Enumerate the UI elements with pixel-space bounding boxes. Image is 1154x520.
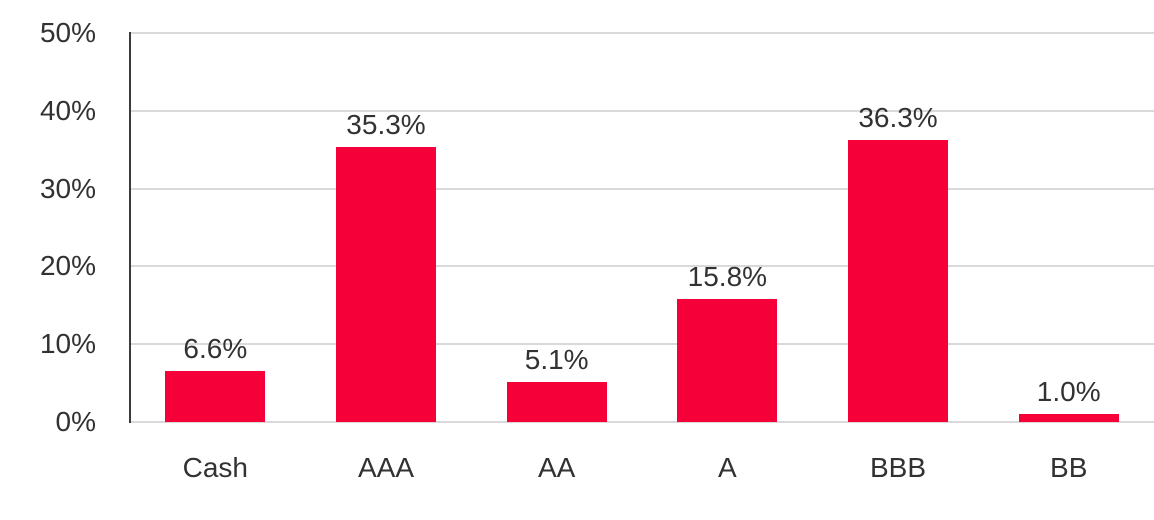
- gridline: [130, 421, 1154, 423]
- bar-value-label: 1.0%: [1036, 376, 1101, 408]
- x-axis-labels: Cash AAA AA A BBB BB: [130, 452, 1154, 484]
- bar-value-label: 36.3%: [858, 101, 938, 133]
- bar-value-label: 35.3%: [346, 109, 426, 141]
- y-axis-labels: 50% 40% 30% 20% 10% 0%: [0, 19, 96, 436]
- bar-slot: 1.0%: [983, 33, 1154, 422]
- x-axis-category-label: AA: [538, 452, 576, 483]
- gridline: [130, 32, 1154, 34]
- bar-cash: [165, 370, 266, 422]
- y-axis-line: [129, 32, 131, 423]
- bar-bbb: [848, 139, 949, 422]
- y-axis-tick-label: 40%: [39, 94, 96, 126]
- x-axis-category-label: A: [718, 452, 737, 483]
- bar-a: [677, 299, 778, 422]
- gridline: [130, 265, 1154, 268]
- bar-aa: [506, 382, 607, 422]
- bar-slot: 6.6%: [130, 33, 301, 422]
- bar-slot: 35.3%: [301, 33, 472, 422]
- gridline: [130, 187, 1154, 190]
- x-axis-category-label: AAA: [357, 452, 415, 483]
- x-axis-category-label: BB: [1050, 452, 1088, 483]
- y-axis-tick-label: 50%: [39, 17, 96, 48]
- bar-slot: 5.1%: [471, 33, 642, 422]
- y-axis-tick-label: 0%: [55, 406, 96, 437]
- bars-layer: 6.6% 35.3% 5.1% 15.8% 36.3% 1.0%: [130, 33, 1154, 422]
- y-axis-tick-label: 30%: [39, 172, 96, 204]
- bar-value-label: 6.6%: [183, 332, 248, 364]
- gridline: [130, 343, 1154, 346]
- bar-slot: 15.8%: [642, 33, 813, 422]
- bar-value-label: 5.1%: [524, 344, 589, 376]
- plot-area: [130, 32, 1154, 423]
- y-axis-tick-label: 20%: [39, 250, 96, 282]
- bar-aaa: [336, 147, 436, 422]
- y-axis-tick-label: 10%: [39, 328, 96, 360]
- x-axis-category-label: Cash: [182, 452, 249, 483]
- x-axis-category-label: BBB: [870, 452, 927, 483]
- bar-bb: [1018, 414, 1119, 422]
- bar-slot: 36.3%: [813, 33, 984, 422]
- bar-value-label: 15.8%: [687, 261, 768, 293]
- gridline: [130, 109, 1154, 112]
